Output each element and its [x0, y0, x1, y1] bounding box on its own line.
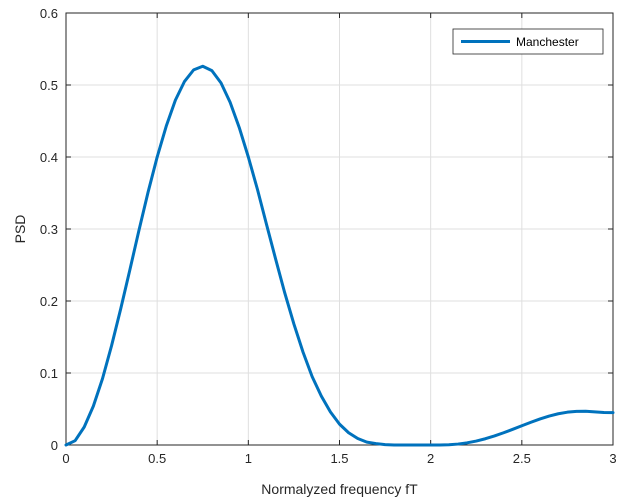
- series-line-manchester: [64, 64, 615, 447]
- y-tick-label: 0.6: [40, 6, 58, 21]
- x-tick-label: 2: [427, 451, 434, 466]
- x-ticks: 0 0.5 1 1.5 2 2.5 3: [62, 13, 617, 466]
- y-tick-label: 0.1: [40, 366, 58, 381]
- x-tick-label: 1.5: [330, 451, 348, 466]
- y-tick-label: 0.5: [40, 78, 58, 93]
- y-tick-label: 0.3: [40, 222, 58, 237]
- y-tick-label: 0.2: [40, 294, 58, 309]
- x-tick-label: 1: [245, 451, 252, 466]
- legend-label-manchester: Manchester: [516, 35, 579, 49]
- x-axis-label: Normalyzed frequency fT: [261, 481, 418, 497]
- x-tick-label: 2.5: [513, 451, 531, 466]
- legend: Manchester: [452, 28, 604, 55]
- y-tick-label: 0: [51, 438, 58, 453]
- y-tick-label: 0.4: [40, 150, 58, 165]
- series-layer: [64, 64, 615, 447]
- x-tick-label: 0.5: [148, 451, 166, 466]
- y-ticks: 0 0.1 0.2 0.3 0.4 0.5 0.6: [40, 6, 613, 453]
- x-tick-label: 3: [609, 451, 616, 466]
- y-axis-label: PSD: [12, 215, 28, 244]
- x-tick-label: 0: [62, 451, 69, 466]
